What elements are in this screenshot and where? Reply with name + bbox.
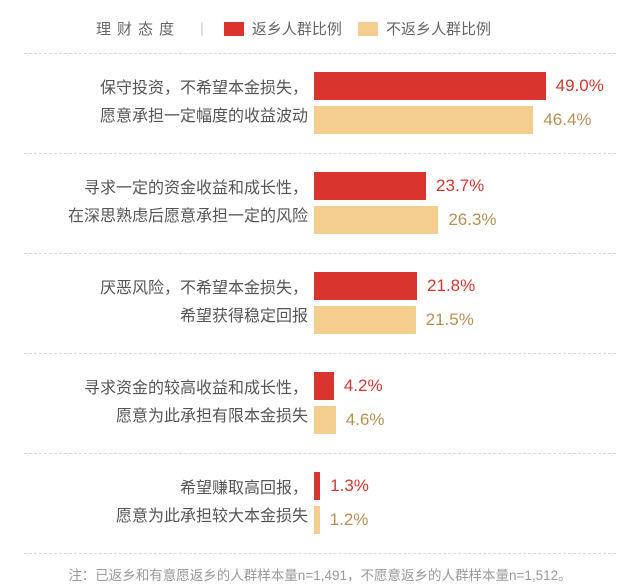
chart-group: 厌恶风险，不希望本金损失，希望获得稳定回报 21.8% 21.5% (24, 253, 616, 341)
category-label-line2: 愿意承担一定幅度的收益波动 (100, 103, 308, 130)
bar-line-returning: 1.3% (314, 471, 616, 501)
bar-value-returning: 4.2% (334, 376, 383, 396)
bar-value-returning: 49.0% (546, 76, 604, 96)
bar-value-returning: 1.3% (320, 476, 369, 496)
category-label-line1: 厌恶风险，不希望本金损失， (100, 275, 308, 302)
bar-pair: 21.8% 21.5% (314, 264, 616, 341)
category-label-line2: 希望获得稳定回报 (180, 303, 308, 330)
chart-group: 保守投资，不希望本金损失，愿意承担一定幅度的收益波动 49.0% 46.4% (24, 53, 616, 141)
bar-line-not-returning: 1.2% (314, 505, 616, 535)
bar-not-returning (314, 206, 438, 234)
bar-line-not-returning: 21.5% (314, 305, 616, 335)
bar-line-returning: 4.2% (314, 371, 616, 401)
category-label-line1: 希望赚取高回报， (180, 475, 308, 502)
category-label: 寻求一定的资金收益和成长性，在深思熟虑后愿意承担一定的风险 (24, 164, 314, 241)
category-label-line1: 寻求一定的资金收益和成长性， (84, 175, 308, 202)
bar-returning (314, 172, 426, 200)
chart-group: 寻求一定的资金收益和成长性，在深思熟虑后愿意承担一定的风险 23.7% 26.3% (24, 153, 616, 241)
bar-returning (314, 72, 546, 100)
bar-line-returning: 23.7% (314, 171, 616, 201)
category-label-line2: 愿意为此承担较大本金损失 (116, 503, 308, 530)
bar-returning (314, 372, 334, 400)
category-label-line2: 愿意为此承担有限本金损失 (116, 403, 308, 430)
bar-value-returning: 21.8% (417, 276, 475, 296)
chart-group: 寻求资金的较高收益和成长性，愿意为此承担有限本金损失 4.2% 4.6% (24, 353, 616, 441)
bar-value-returning: 23.7% (426, 176, 484, 196)
bar-not-returning (314, 106, 533, 134)
bar-pair: 49.0% 46.4% (314, 64, 616, 141)
bar-pair: 1.3% 1.2% (314, 464, 616, 541)
swatch-not-returning (358, 22, 378, 36)
footnote: 注：已返乡和有意愿返乡的人群样本量n=1,491，不愿意返乡的人群样本量n=1,… (24, 553, 616, 584)
category-label-line1: 寻求资金的较高收益和成长性， (84, 375, 308, 402)
legend-label-not-returning: 不返乡人群比例 (386, 18, 491, 39)
legend-title: 理财态度 (96, 18, 180, 39)
bar-line-not-returning: 26.3% (314, 205, 616, 235)
bar-line-returning: 21.8% (314, 271, 616, 301)
bar-value-not-returning: 1.2% (320, 510, 369, 530)
category-label: 保守投资，不希望本金损失，愿意承担一定幅度的收益波动 (24, 64, 314, 141)
bar-value-not-returning: 46.4% (533, 110, 591, 130)
category-label: 希望赚取高回报，愿意为此承担较大本金损失 (24, 464, 314, 541)
bar-line-not-returning: 4.6% (314, 405, 616, 435)
category-label-line2: 在深思熟虑后愿意承担一定的风险 (68, 203, 308, 230)
bar-not-returning (314, 306, 416, 334)
category-label: 厌恶风险，不希望本金损失，希望获得稳定回报 (24, 264, 314, 341)
legend: 理财态度 | 返乡人群比例 不返乡人群比例 (24, 12, 616, 53)
chart-group: 希望赚取高回报，愿意为此承担较大本金损失 1.3% 1.2% (24, 453, 616, 541)
bar-line-not-returning: 46.4% (314, 105, 616, 135)
bar-pair: 4.2% 4.6% (314, 364, 616, 441)
legend-item-not-returning: 不返乡人群比例 (358, 18, 491, 39)
category-label: 寻求资金的较高收益和成长性，愿意为此承担有限本金损失 (24, 364, 314, 441)
bar-value-not-returning: 4.6% (336, 410, 385, 430)
swatch-returning (224, 22, 244, 36)
bar-value-not-returning: 26.3% (438, 210, 496, 230)
bar-returning (314, 272, 417, 300)
legend-label-returning: 返乡人群比例 (252, 18, 342, 39)
bar-line-returning: 49.0% (314, 71, 616, 101)
chart-groups: 保守投资，不希望本金损失，愿意承担一定幅度的收益波动 49.0% 46.4% 寻求一定… (24, 53, 616, 541)
legend-item-returning: 返乡人群比例 (224, 18, 342, 39)
bar-pair: 23.7% 26.3% (314, 164, 616, 241)
legend-separator: | (200, 20, 204, 37)
bar-value-not-returning: 21.5% (416, 310, 474, 330)
bar-not-returning (314, 406, 336, 434)
category-label-line1: 保守投资，不希望本金损失， (100, 75, 308, 102)
